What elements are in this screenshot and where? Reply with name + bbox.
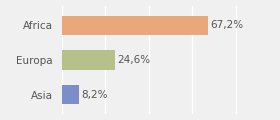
Bar [62,50,115,70]
Text: 8,2%: 8,2% [81,90,108,100]
Text: 67,2%: 67,2% [210,20,243,30]
Bar [62,16,208,35]
Text: 24,6%: 24,6% [117,55,150,65]
Bar [62,85,80,104]
